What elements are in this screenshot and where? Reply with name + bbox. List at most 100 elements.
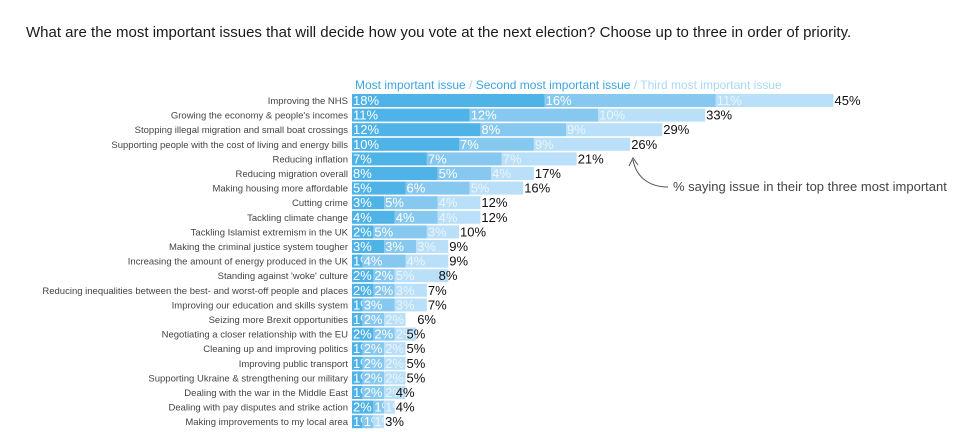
bar-segment-2 (362, 356, 385, 370)
bar-segment-1 (352, 283, 374, 297)
bar-segment-2 (373, 283, 395, 297)
category-label: Making the criminal justice system tough… (169, 242, 348, 253)
segment-label: 3% (396, 283, 415, 298)
segment-label: 18% (353, 93, 379, 108)
segment-label: 2% (385, 370, 404, 385)
bar-segment-2 (362, 342, 385, 356)
bar-row: Standing against 'woke' culture 2% 2% 5% 8% (218, 268, 458, 283)
bar-segment-1 (352, 386, 363, 399)
total-label: 26% (631, 137, 657, 152)
category-label: Cutting crime (292, 198, 348, 209)
total-label: 5% (407, 341, 426, 356)
total-label: 16% (524, 181, 550, 196)
category-label: Dealing with pay disputes and strike act… (168, 403, 348, 414)
segment-label: 10% (353, 137, 379, 152)
total-label: 9% (449, 254, 468, 269)
total-label: 6% (417, 312, 436, 327)
segment-label: 12% (353, 122, 379, 137)
segment-label: 2% (396, 327, 415, 342)
segment-label: 2% (385, 341, 404, 356)
category-label: Supporting people with the cost of livin… (111, 140, 348, 151)
segment-label: 2% (374, 327, 393, 342)
bar-segment-3 (437, 210, 481, 224)
bar-row: Cutting crime 3% 5% 4% 12% (292, 195, 508, 210)
bar-segment-1 (352, 371, 363, 385)
bar-row: Tackling climate change 4% 4% 4% 12% (247, 210, 508, 225)
bar-segment-2 (362, 371, 385, 385)
total-label: 29% (663, 122, 689, 137)
category-label: Seizing more Brexit opportunities (209, 315, 349, 326)
segment-label: 5% (353, 181, 372, 196)
bar-segment-2 (362, 254, 406, 268)
category-label: Negotiating a closer relationship with t… (162, 330, 349, 341)
bar-segment-1 (352, 94, 545, 107)
bar-row: Improving the NHS 18% 16% 11% 45% (268, 93, 861, 108)
category-label: Making improvements to my local area (185, 417, 348, 428)
category-label: Cleaning up and improving politics (203, 344, 348, 355)
bar-segment-2 (373, 400, 385, 414)
segment-label: 2% (374, 268, 393, 283)
segment-label: 2% (353, 283, 372, 298)
bar-segment-2 (437, 167, 492, 180)
segment-label: 9% (567, 122, 586, 137)
bar-segment-1 (352, 400, 374, 414)
total-label: 12% (481, 210, 507, 225)
segment-label: 2% (364, 341, 383, 356)
segment-label: 5% (385, 195, 404, 210)
segment-label: 7% (460, 137, 479, 152)
bar-segment-1 (352, 152, 427, 166)
bar-segment-2 (362, 298, 395, 312)
bar-segment-3 (394, 327, 417, 341)
bar-row: Supporting people with the cost of livin… (111, 137, 657, 152)
bar-row: Making improvements to my local area 1%1%… (185, 414, 404, 429)
bar-segment-1 (352, 356, 363, 370)
bar-segment-2 (469, 108, 599, 122)
category-label: Increasing the amount of energy produced… (128, 257, 349, 268)
bar-segment-1 (352, 298, 363, 312)
category-label: Standing against 'woke' culture (218, 271, 348, 282)
segment-label: 6% (407, 181, 426, 196)
bar-segment-3 (384, 371, 406, 385)
category-label: Improving the NHS (268, 96, 348, 107)
total-label: 7% (428, 297, 447, 312)
segment-label: 2% (353, 327, 372, 342)
segment-label: 4% (439, 195, 458, 210)
bar-segment-3 (394, 283, 427, 297)
bar-segment-2 (384, 240, 417, 253)
segment-label: 2% (353, 400, 372, 415)
segment-label: 3% (385, 239, 404, 254)
bar-segment-1 (352, 167, 438, 180)
total-label: 7% (428, 283, 447, 298)
segment-label: 2% (353, 224, 372, 239)
legend-text: Most important issue / Second most impor… (355, 78, 782, 92)
bar-row: Seizing more Brexit opportunities 1%2% 2% 6… (209, 312, 437, 327)
legend-separator: / (630, 78, 640, 92)
category-label: Tackling climate change (247, 213, 348, 224)
legend-entry-3: Third most important issue (640, 78, 782, 92)
bar-segment-3 (394, 269, 449, 283)
segment-label: 2% (385, 312, 404, 327)
segment-label: 11% (353, 108, 378, 123)
total-label: 45% (835, 93, 861, 108)
category-label: Improving our education and skills syste… (172, 300, 348, 311)
bar-segment-3 (598, 108, 706, 122)
segment-label: 3% (417, 239, 436, 254)
bar-segment-3 (384, 356, 406, 370)
total-label: 4% (396, 400, 415, 415)
bar-segment-3 (405, 254, 449, 268)
segment-label: 9% (535, 137, 554, 152)
bar-row: Dealing with pay disputes and strike act… (168, 400, 415, 415)
segment-label: 3% (353, 239, 372, 254)
segment-label: 8% (481, 122, 500, 137)
segment-label: 16% (546, 93, 572, 108)
category-label: Growing the economy & people's incomes (171, 111, 348, 122)
total-label: 5% (407, 327, 426, 342)
segment-label: 5% (471, 181, 490, 196)
bar-segment-3 (416, 240, 449, 253)
segment-label: 2% (385, 356, 404, 371)
total-label: 8% (439, 268, 458, 283)
segment-label: 5% (374, 224, 393, 239)
bar-row: Tackling Islamist extremism in the UK 2% 5… (191, 224, 487, 239)
bar-row: Growing the economy & people's incomes 11… (171, 108, 733, 123)
